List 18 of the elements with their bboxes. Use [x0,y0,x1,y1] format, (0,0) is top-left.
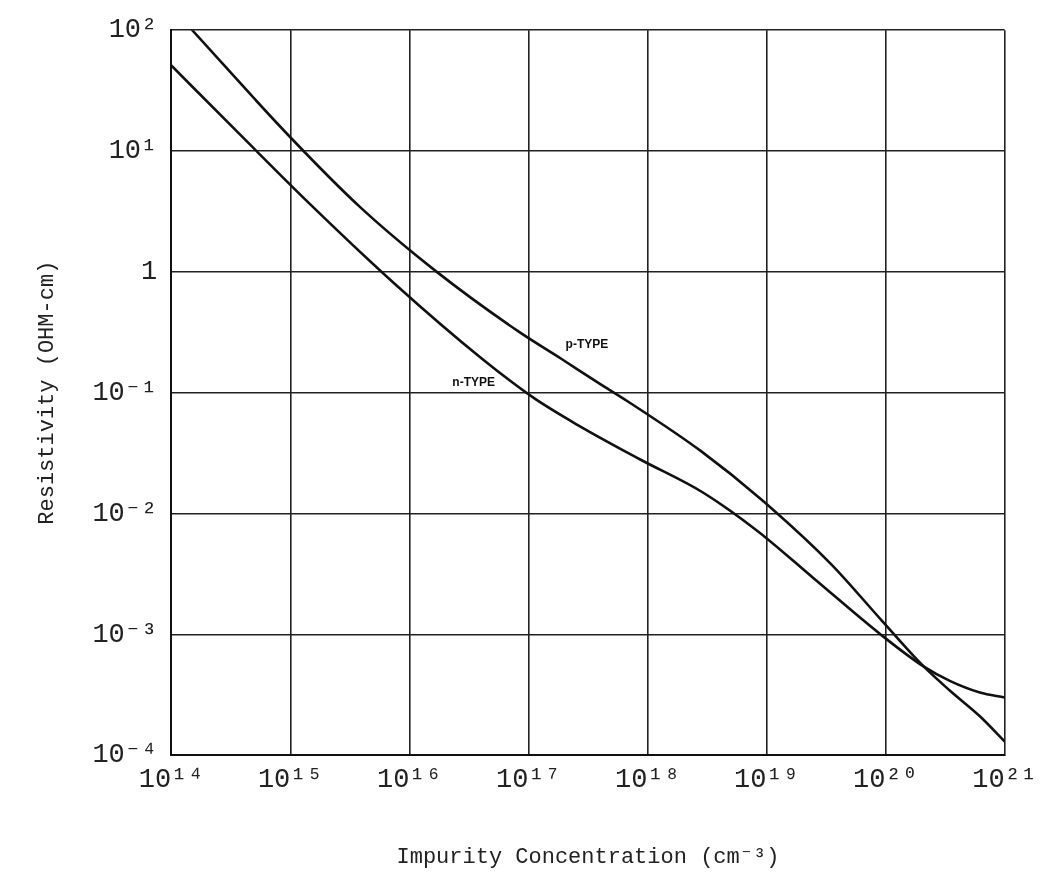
x-tick-label: 10¹⁶ [376,764,442,795]
x-tick-label: 10¹⁵ [257,764,323,795]
y-tick-label: 10⁻³ [92,619,158,650]
y-tick-label: 10¹ [108,136,158,167]
x-tick-label: 10¹⁸ [615,764,680,795]
x-tick-label: 10¹⁹ [734,764,799,795]
series-label: p-TYPE [565,337,609,352]
y-tick-label: 10² [108,15,158,46]
y-axis-title: Resistivity (OHM-cm) [35,260,61,525]
x-tick-label: 10¹⁴ [138,764,204,795]
x-axis-title: Impurity Concentration (cm⁻³) [396,844,780,870]
x-tick-label: 10²⁰ [853,764,918,795]
x-tick-label: 10¹⁷ [496,764,561,795]
series-label: n-TYPE [452,375,495,390]
y-tick-label: 1 [141,257,158,288]
y-tick-label: 10⁻² [92,498,158,529]
x-tick-label: 10²¹ [972,764,1037,795]
y-tick-label: 10⁻¹ [92,377,158,408]
